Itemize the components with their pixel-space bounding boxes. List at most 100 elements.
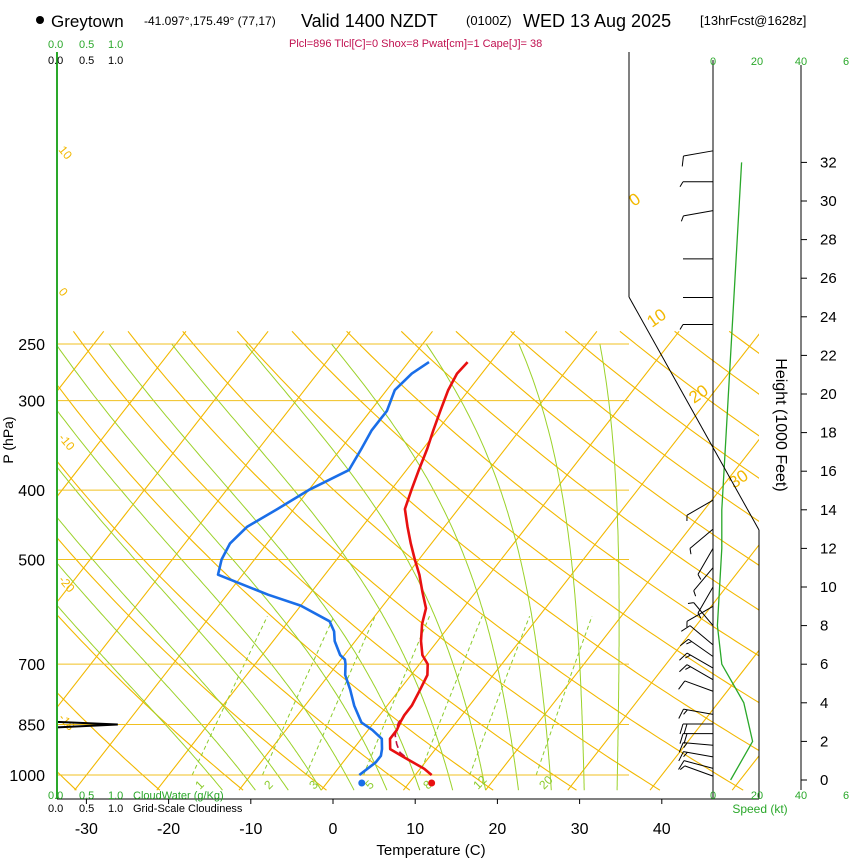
mixing-ratio-line [363,616,430,776]
wind-barb-flag [679,181,684,187]
wind-barb [683,742,714,746]
bottom-cloudwater-tick: 0.5 [79,790,94,802]
isotherm-line [57,330,187,498]
wind-barb-flag [697,574,702,580]
mixing-ratio-line [191,615,268,776]
moist-adiabat-line [599,343,620,791]
wind-barb [688,638,714,657]
wind-barb-flag [689,548,692,555]
isotherm-line [567,544,759,791]
forecast-info: [13hrFcst@1628z] [700,13,806,28]
height-axis-label: Height (1000 Feet) [772,358,789,491]
temperature-tick-label: 30 [571,821,589,838]
dry-adiabat-line [455,330,759,566]
dry-adiabat-line [400,330,759,611]
wind-speed-label: Speed (kt) [732,802,787,816]
mixing-ratio-line [305,615,376,776]
height-tick-label: 28 [820,232,837,249]
pressure-tick-label: 250 [18,337,45,354]
wind-barb [693,602,714,626]
isotherm-label: -20 [56,573,78,596]
moist-adiabat-line [518,343,585,791]
wind-barb [683,150,714,157]
wind-barb-flag [678,680,686,690]
wind-barb-flag [683,742,688,749]
bottom-cloudwater-tick: 0.0 [48,790,63,802]
moist-adiabat-line [171,343,454,791]
bottom-cloudiness-tick: 0.5 [79,803,94,815]
wind-barb [686,652,714,669]
wind-barb [689,625,714,646]
valid-date: WED 13 Aug 2025 [523,11,671,31]
temperature-axis-label: Temperature (C) [376,842,485,859]
wind-barb-flag [679,765,686,770]
temperature-line [388,361,469,776]
moist-adiabat-line [57,562,256,791]
moist-adiabat-line [57,604,223,791]
height-tick-label: 6 [820,656,828,673]
wind-barb-flag [679,652,688,661]
top-cloudwater-tick: 0.0 [48,39,63,51]
dry-adiabat-line [291,330,759,704]
isotherm-label: -10 [56,431,78,454]
wind-barb-flag [683,723,688,735]
wind-barb [683,210,714,217]
height-tick-label: 18 [820,425,837,442]
wind-barb-flag [685,666,691,670]
height-tick-label: 16 [820,463,837,480]
dry-adiabat-line [72,330,577,791]
isotherm-label: 10 [56,143,76,162]
moist-adiabat-line [425,343,552,791]
dry-adiabat-line [57,613,244,791]
cloudiness-label: Grid-Scale Cloudiness [133,803,243,815]
wind-barb [686,664,714,681]
temperature-tick-label: 40 [653,821,671,838]
wind-barb-flag [679,733,684,744]
isotherm-line [320,330,680,791]
mixing-ratio-line [469,616,531,776]
diagonal-border [628,296,760,531]
wind-scale-bottom-tick: 40 [795,790,807,802]
mixing-ratio-line [418,616,483,776]
top-cloudiness-tick: 1.0 [108,55,123,67]
pressure-axis-label: P (hPa) [0,416,16,463]
isotherm-line [74,330,433,791]
height-tick-label: 30 [820,193,837,210]
moist-adiabat-line [245,343,487,791]
dry-adiabat-line [236,330,759,752]
wind-barb-flag [678,742,684,753]
wind-scale-top-tick: 20 [751,56,763,68]
wind-barb [697,548,714,575]
top-cloudwater-tick: 1.0 [108,39,123,51]
wind-barb-flag [678,708,684,719]
moist-adiabat-line [108,343,421,791]
wind-barbs [678,150,754,781]
bottom-cloudiness-tick: 1.0 [108,803,123,815]
moist-adiabat-line [57,344,388,791]
station-name: Greytown [51,12,124,31]
isotherm-line [156,330,516,791]
wind-barb-flag [678,760,685,770]
moist-adiabat-line [57,409,355,791]
top-cloudiness-tick: 0.5 [79,55,94,67]
isotherm-line [57,330,269,603]
wind-barb-flag [683,751,688,758]
temperature-tick-label: -20 [157,821,180,838]
height-tick-label: 26 [820,270,837,287]
dry-adiabat-line [346,330,759,657]
pressure-tick-label: 700 [18,657,45,674]
height-tick-label: 2 [820,733,828,750]
parcel-line [394,716,433,776]
dry-adiabat-line [510,330,759,522]
dry-adiabat-line [182,330,744,791]
utc-time: (0100Z) [466,13,512,28]
wind-barb-flag [687,602,694,605]
dry-adiabat-line [127,330,661,791]
temperature-tick-label: -30 [75,821,98,838]
top-cloudiness-tick: 0.0 [48,55,63,67]
height-tick-label: 0 [820,772,828,789]
cloudiness-line [57,718,118,736]
